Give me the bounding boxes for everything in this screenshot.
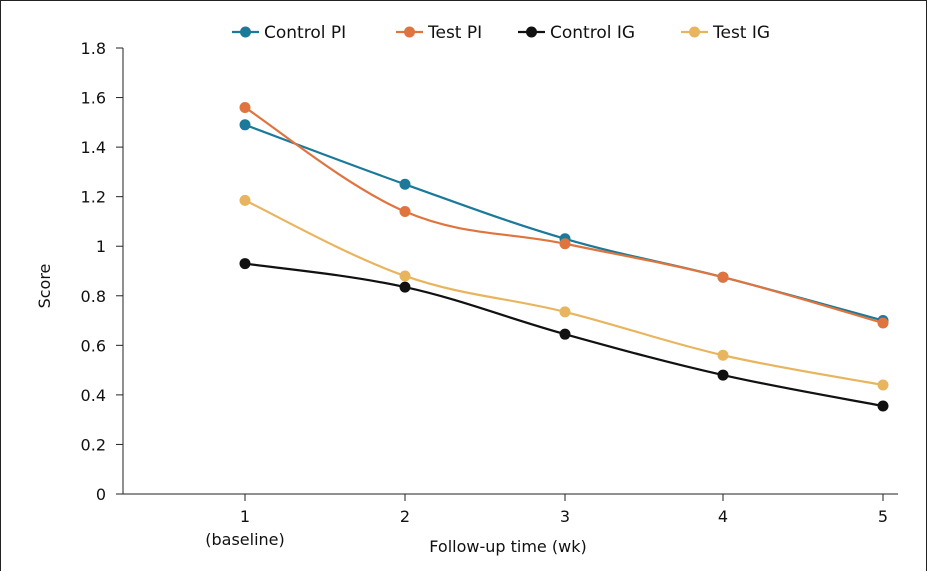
- y-tick-label: 0.2: [81, 435, 106, 454]
- x-tick-label: (baseline): [205, 530, 285, 549]
- data-point: [559, 328, 571, 340]
- data-point: [239, 258, 251, 270]
- series-line: [244, 123, 884, 322]
- legend: Control PI Test PI Control IG Test IG: [232, 23, 770, 43]
- y-tick-label: 1.6: [81, 89, 106, 108]
- legend-marker: [404, 26, 415, 38]
- legend-item-control-pi: Control PI: [232, 23, 346, 43]
- x-tick-label: 5: [878, 507, 888, 526]
- legend-item-control-ig: Control IG: [518, 23, 635, 43]
- y-tick-label: 0: [96, 485, 106, 504]
- data-point: [399, 178, 411, 190]
- data-point: [559, 306, 571, 318]
- axes: [122, 48, 898, 495]
- series-line: [244, 199, 884, 387]
- x-tick-label: 4: [718, 507, 728, 526]
- y-tick-label: 1: [96, 237, 106, 256]
- legend-marker: [240, 26, 251, 38]
- data-point: [877, 379, 889, 391]
- y-tick-label: 1.8: [81, 39, 106, 58]
- y-axis-label: Score: [35, 264, 54, 309]
- data-point: [239, 119, 251, 131]
- y-tick-label: 1.2: [81, 188, 106, 207]
- data-point: [399, 281, 411, 293]
- y-tick-label: 0.4: [81, 386, 106, 405]
- series-line: [244, 106, 884, 325]
- data-point: [877, 317, 889, 329]
- data-point: [239, 194, 251, 206]
- series-control-ig: [239, 258, 889, 412]
- legend-label: Test IG: [712, 23, 770, 43]
- data-point: [399, 270, 411, 282]
- series-test-ig: [239, 194, 889, 391]
- legend-item-test-pi: Test PI: [396, 23, 482, 43]
- data-point: [559, 238, 571, 250]
- y-tick-label: 0.6: [81, 336, 106, 355]
- data-point: [717, 349, 729, 361]
- data-point: [239, 101, 251, 113]
- legend-label: Test PI: [427, 23, 482, 43]
- x-tick-label: 2: [400, 507, 410, 526]
- x-tick-label: 3: [560, 507, 570, 526]
- y-axis-ticks: 0 0.2 0.4 0.6 0.8 1 1.2 1.4 1.6 1.8: [81, 39, 123, 504]
- data-point: [877, 400, 889, 412]
- x-axis-ticks: 1 (baseline) 2 3 4 5: [205, 494, 888, 549]
- legend-label: Control PI: [264, 23, 346, 43]
- legend-marker: [689, 26, 700, 38]
- x-tick-label: 1: [240, 507, 250, 526]
- data-point: [399, 206, 411, 218]
- legend-item-test-ig: Test IG: [681, 23, 770, 43]
- y-tick-label: 1.4: [81, 138, 106, 157]
- y-tick-label: 0.8: [81, 287, 106, 306]
- series-group: [239, 101, 889, 412]
- series-test-pi: [239, 101, 889, 329]
- x-axis-label: Follow-up time (wk): [429, 537, 586, 556]
- data-point: [717, 271, 729, 283]
- legend-label: Control IG: [550, 23, 635, 43]
- data-point: [717, 369, 729, 381]
- legend-marker: [526, 26, 537, 38]
